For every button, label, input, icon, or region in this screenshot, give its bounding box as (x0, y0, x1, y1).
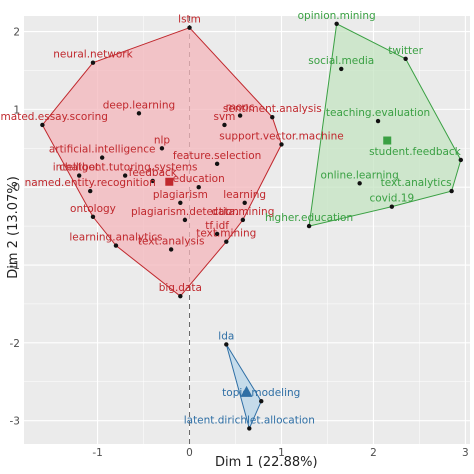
data-point (279, 142, 284, 147)
data-point (403, 56, 408, 61)
data-point (113, 243, 119, 248)
data-point (159, 146, 165, 151)
data-point (214, 161, 220, 167)
point-label: social.media (308, 55, 374, 67)
point-label: ontology (70, 203, 116, 215)
point-label: mooc (226, 102, 255, 114)
point-label: teaching.evaluation (326, 107, 430, 119)
point-label: plagiarism.detection (131, 206, 239, 218)
point-label: neural.network (53, 49, 133, 61)
point-label: twitter (388, 45, 423, 57)
data-point (90, 60, 96, 65)
y-tick-label: 1 (13, 104, 20, 116)
data-point (270, 114, 275, 120)
point-label: automated.essay.scoring (0, 111, 108, 123)
point-label: latent.dirichlet.allocation (184, 414, 315, 426)
data-point (136, 111, 142, 116)
point-label: text.analysis (138, 235, 205, 247)
point-label: covid.19 (369, 193, 414, 205)
data-point (375, 118, 381, 124)
x-tick-label: 1 (278, 447, 285, 459)
y-tick-label: 0 (13, 182, 20, 194)
data-point (214, 231, 220, 237)
data-point (76, 173, 82, 178)
data-point (389, 204, 395, 209)
point-label: support.vector.machine (219, 130, 343, 142)
data-point (334, 21, 339, 26)
point-label: education (173, 173, 225, 185)
point-label: data.mining (211, 206, 274, 218)
point-label: feedback (129, 167, 178, 179)
data-point (247, 426, 252, 431)
data-point (222, 122, 227, 128)
point-label: feature.selection (173, 150, 261, 162)
data-point (122, 173, 128, 178)
cluster-hull (225, 344, 262, 430)
cluster-centroid (165, 177, 174, 186)
data-point (150, 178, 155, 184)
data-point (187, 25, 192, 30)
point-label: nlp (154, 134, 171, 146)
point-label: named.entity.recognition (25, 177, 156, 189)
point-label: plagiarism (153, 189, 208, 201)
point-label: lstm (178, 14, 201, 26)
x-tick-label: 2 (370, 447, 377, 459)
cluster-hulls (41, 23, 462, 430)
point-label: lda (218, 330, 234, 342)
data-point (182, 217, 188, 223)
point-label: intelligent.tutoring.systems (53, 162, 198, 174)
y-axis-label: Dim 2 (13.07%) (5, 176, 21, 279)
x-tick-label: 0 (186, 447, 193, 459)
data-point (242, 200, 247, 205)
point-label: text.mining (196, 228, 256, 240)
cluster-centroid (383, 136, 392, 145)
data-point (237, 113, 243, 118)
data-point (240, 217, 246, 223)
x-axis-label: Dim 1 (22.88%) (215, 455, 318, 470)
y-tick-label: -2 (10, 338, 20, 350)
x-tick-label: 3 (462, 447, 469, 459)
cluster-centroid (240, 385, 253, 397)
axis-ticks: -1 0 1 2 3 -3 -2 -1 0 1 2 (10, 27, 469, 459)
point-label: tf.idf (205, 220, 229, 232)
data-point (90, 214, 96, 219)
data-point (168, 247, 174, 252)
point-label: artificial.intelligence (49, 144, 156, 156)
point-label: big.data (159, 282, 202, 294)
data-point (458, 157, 464, 163)
point-label: text.analytics (381, 177, 452, 189)
point-label: sentiment.analysis (223, 103, 322, 115)
point-label: learning.analytics (69, 232, 162, 244)
data-point (357, 181, 362, 186)
point-label: learning (223, 189, 266, 201)
data-point (306, 223, 312, 229)
data-point (449, 188, 454, 194)
point-labels: lstm neural.network deep.learningautomated… (0, 10, 462, 427)
point-label: deep.learning (103, 99, 175, 111)
data-point (178, 200, 183, 205)
point-label: opinion.mining (298, 10, 376, 22)
point-label: higher.education (265, 212, 353, 224)
y-tick-label: -1 (10, 260, 20, 272)
cluster-centroids (165, 136, 392, 397)
data-point (40, 122, 45, 128)
data-point (99, 155, 105, 160)
y-tick-label: 2 (13, 27, 20, 39)
point-label: student.feedback (369, 146, 462, 158)
point-label: topic.modeling (222, 387, 300, 399)
data-point (88, 188, 93, 194)
x-tick-label: -1 (92, 447, 102, 459)
point-label: online.learning (321, 169, 399, 181)
data-points (40, 21, 464, 431)
data-point (259, 399, 264, 404)
y-tick-label: -3 (10, 416, 20, 428)
point-label: svm (214, 111, 236, 123)
point-label: chatbot (59, 162, 99, 174)
data-point (224, 239, 229, 244)
data-point (224, 342, 229, 347)
data-point (339, 66, 344, 72)
data-point (196, 185, 201, 190)
data-point (178, 293, 183, 299)
